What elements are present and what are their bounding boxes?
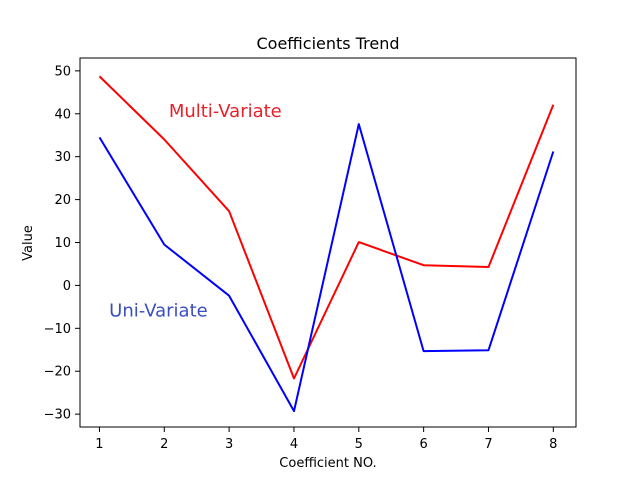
x-tick-label: 1 — [95, 437, 103, 452]
x-tick-label: 4 — [290, 437, 298, 452]
y-tick-label: 50 — [54, 64, 71, 79]
x-tick-label: 7 — [484, 437, 492, 452]
y-tick-label: −30 — [44, 408, 71, 423]
x-tick-label: 2 — [160, 437, 168, 452]
x-tick-label: 5 — [355, 437, 363, 452]
chart-title: Coefficients Trend — [257, 34, 400, 53]
x-tick-label: 6 — [419, 437, 427, 452]
annotations-layer: Multi-Variate Uni-Variate — [109, 101, 282, 322]
y-tick-label: −20 — [44, 365, 71, 380]
y-tick-label: 10 — [54, 236, 71, 251]
series-layer — [98, 75, 555, 413]
plot-frame — [79, 57, 577, 428]
y-tick-label: 30 — [54, 150, 71, 165]
x-axis-label: Coefficient NO. — [279, 456, 376, 471]
annotation-multi-variate: Multi-Variate — [169, 101, 282, 122]
x-tick-label: 8 — [549, 437, 557, 452]
y-tick-label: 40 — [54, 107, 71, 122]
y-axis-label: Value — [21, 225, 36, 261]
series-line-multi-variate — [98, 75, 555, 380]
y-tick-label: 0 — [63, 279, 71, 294]
annotation-uni-variate: Uni-Variate — [109, 301, 208, 322]
axes-layer: 1 2 3 4 5 6 7 8 −30 −20 −10 0 10 20 30 40 50 — [44, 57, 577, 452]
y-tick-label: −10 — [44, 322, 71, 337]
series-line-uni-variate — [98, 123, 555, 413]
y-tick-label: 20 — [54, 193, 71, 208]
x-tick-label: 3 — [225, 437, 233, 452]
